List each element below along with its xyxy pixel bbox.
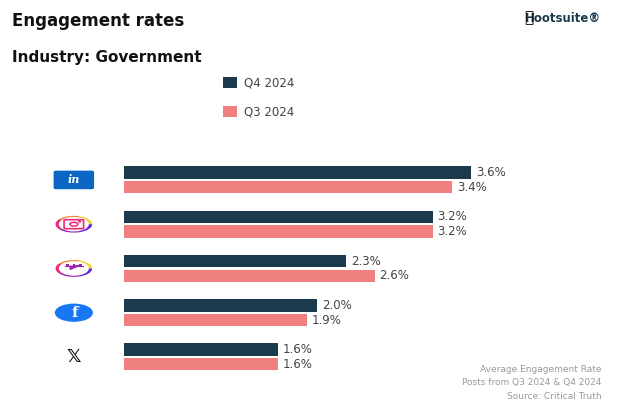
Wedge shape bbox=[74, 224, 92, 232]
Wedge shape bbox=[74, 261, 92, 268]
Bar bbox=[124, 299, 317, 311]
Wedge shape bbox=[56, 219, 74, 229]
Bar bbox=[124, 344, 278, 356]
Bar bbox=[124, 211, 433, 223]
Text: Q3 2024: Q3 2024 bbox=[244, 105, 294, 118]
Text: 2.6%: 2.6% bbox=[379, 269, 409, 282]
Text: Industry: Government: Industry: Government bbox=[12, 50, 202, 64]
Wedge shape bbox=[59, 268, 79, 277]
Bar bbox=[124, 270, 374, 282]
Circle shape bbox=[60, 218, 88, 231]
FancyBboxPatch shape bbox=[53, 171, 94, 189]
Circle shape bbox=[79, 221, 81, 222]
Text: Q4 2024: Q4 2024 bbox=[244, 76, 294, 89]
FancyBboxPatch shape bbox=[66, 263, 69, 266]
Wedge shape bbox=[74, 268, 92, 276]
Polygon shape bbox=[70, 266, 79, 269]
Bar bbox=[124, 225, 433, 238]
Text: Engagement rates: Engagement rates bbox=[12, 12, 185, 31]
Wedge shape bbox=[59, 224, 79, 233]
Text: 3.2%: 3.2% bbox=[438, 210, 467, 223]
Text: 𝕏: 𝕏 bbox=[66, 348, 81, 366]
Wedge shape bbox=[59, 260, 79, 268]
Text: 1.6%: 1.6% bbox=[283, 343, 313, 356]
Bar bbox=[124, 314, 308, 326]
Text: 3.6%: 3.6% bbox=[476, 166, 506, 179]
Text: in: in bbox=[68, 174, 80, 185]
Bar bbox=[124, 181, 452, 193]
Text: 3.4%: 3.4% bbox=[457, 181, 487, 194]
Text: Average Engagement Rate
Posts from Q3 2024 & Q4 2024
Source: Critical Truth: Average Engagement Rate Posts from Q3 20… bbox=[462, 365, 601, 401]
FancyBboxPatch shape bbox=[79, 263, 82, 266]
Wedge shape bbox=[59, 216, 79, 224]
Text: 3.2%: 3.2% bbox=[438, 225, 467, 238]
Circle shape bbox=[56, 304, 92, 321]
FancyBboxPatch shape bbox=[73, 263, 75, 266]
Text: 🦉: 🦉 bbox=[524, 10, 533, 25]
Bar bbox=[124, 358, 278, 370]
Text: Hootsuite®: Hootsuite® bbox=[525, 12, 601, 25]
Wedge shape bbox=[56, 263, 74, 273]
Text: 1.9%: 1.9% bbox=[312, 313, 342, 327]
Bar bbox=[124, 166, 471, 179]
Text: 1.6%: 1.6% bbox=[283, 358, 313, 371]
Bar bbox=[124, 255, 346, 267]
Circle shape bbox=[60, 262, 88, 275]
Wedge shape bbox=[74, 216, 92, 224]
Text: 2.0%: 2.0% bbox=[322, 299, 352, 312]
Text: f: f bbox=[71, 306, 78, 320]
Text: 2.3%: 2.3% bbox=[351, 255, 381, 268]
